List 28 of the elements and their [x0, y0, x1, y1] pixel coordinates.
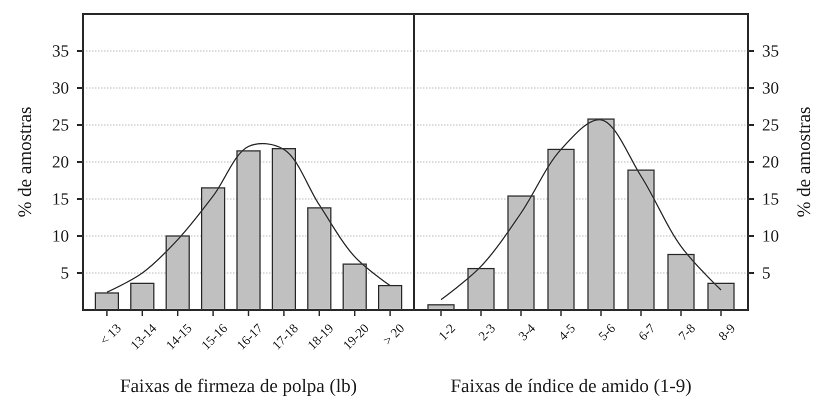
y2-axis-title: % de amostras	[794, 106, 815, 218]
y-axis-title: % de amostras	[15, 106, 36, 218]
y-tick-label: 15	[52, 189, 69, 208]
y2-tick-label: 30	[762, 78, 779, 98]
x-tick-label: 2-3	[475, 320, 498, 344]
x-tick-label: 7-8	[675, 320, 698, 344]
y2-tick-label: 5	[762, 263, 770, 282]
x-tick-label: 4-5	[555, 320, 578, 344]
y-tick-label: 35	[52, 41, 69, 60]
x-axis-title: Faixas de índice de amido (1-9)	[450, 376, 692, 397]
y-tick-label: 5	[60, 263, 69, 282]
y2-tick-label: 25	[762, 115, 779, 134]
y2-tick-label: 35	[762, 41, 779, 60]
y-tick-label: 10	[52, 226, 69, 246]
y2-tick-label: 20	[762, 152, 779, 172]
y-tick-label: 25	[52, 115, 69, 134]
y-tick-label: 30	[52, 78, 69, 98]
x-tick-label: 8-9	[715, 320, 738, 344]
x-tick-label: > 20	[380, 320, 408, 348]
y-tick-label: 20	[52, 152, 69, 172]
y2-tick-label: 15	[762, 189, 779, 208]
x-tick-label: < 13	[96, 320, 124, 348]
x-tick-label: 3-4	[515, 320, 538, 344]
x-tick-label: 1-2	[435, 320, 458, 344]
x-axis-title: Faixas de firmeza de polpa (lb)	[120, 376, 357, 397]
y2-tick-label: 10	[762, 226, 779, 246]
x-tick-label: 5-6	[595, 320, 618, 344]
x-tick-label: 6-7	[635, 320, 658, 344]
